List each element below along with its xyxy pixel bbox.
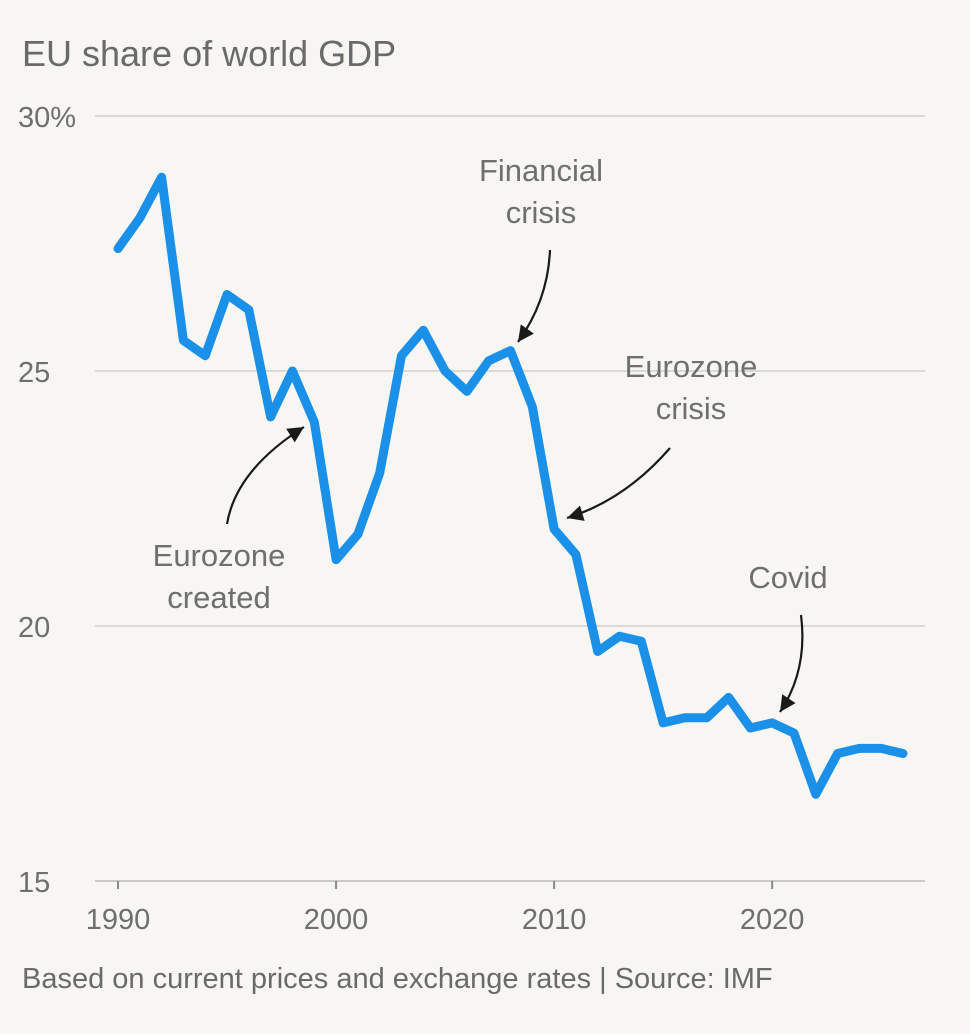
annotation-financial-crisis: Financial crisis <box>479 153 603 343</box>
annotation-line: Eurozone <box>625 349 758 384</box>
annotation-arrowhead <box>567 505 585 521</box>
annotations: Financial crisis Eurozone crisis Eurozone cre… <box>153 153 828 713</box>
annotation-arrowhead <box>286 427 304 443</box>
annotation-eurozone-created: Eurozone created <box>153 426 305 615</box>
y-tick-label: 15 <box>18 867 50 899</box>
y-tick-label: 20 <box>18 612 50 644</box>
series-line <box>113 172 908 799</box>
annotation-label: Eurozone crisis <box>625 349 758 426</box>
annotation-line: Financial <box>479 153 603 188</box>
annotation-arrow <box>225 426 305 525</box>
annotation-label: Covid <box>748 560 827 595</box>
y-tick-label: 25 <box>18 357 50 389</box>
annotation-arrowhead <box>518 324 534 342</box>
annotation-line: crisis <box>656 391 727 426</box>
source-note: Based on current prices and exchange rat… <box>22 963 773 995</box>
y-axis-ticks: 30% 25 20 15 <box>18 102 76 899</box>
annotation-line: created <box>167 580 270 615</box>
annotation-arrow <box>566 447 671 520</box>
annotation-arrowhead <box>780 694 796 712</box>
x-tick-label: 2010 <box>522 904 587 936</box>
annotation-covid: Covid <box>748 560 828 713</box>
annotation-label: Financial crisis <box>479 153 603 230</box>
annotation-line: crisis <box>506 195 577 230</box>
x-tick-label: 2000 <box>304 904 369 936</box>
x-tick-label: 2020 <box>740 904 805 936</box>
gridlines <box>95 115 925 882</box>
chart-title: EU share of world GDP <box>22 33 396 74</box>
annotation-label: Eurozone created <box>153 538 286 615</box>
x-axis-ticks: 1990 2000 2010 2020 <box>86 881 805 936</box>
annotation-line: Eurozone <box>153 538 286 573</box>
x-tick-label: 1990 <box>86 904 151 936</box>
series-layer <box>113 172 908 799</box>
annotation-line: Covid <box>748 560 827 595</box>
y-tick-label: 30% <box>18 102 76 134</box>
annotation-eurozone-crisis: Eurozone crisis <box>566 349 758 521</box>
